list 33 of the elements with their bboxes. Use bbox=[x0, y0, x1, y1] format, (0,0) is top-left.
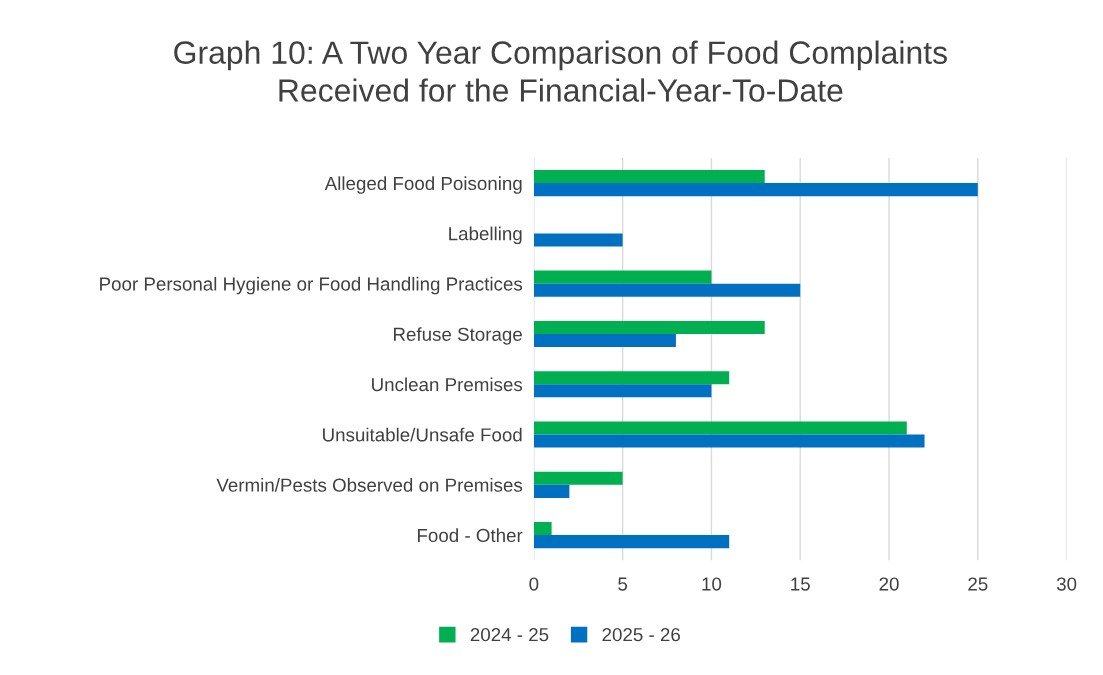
bar bbox=[533, 270, 712, 284]
bar bbox=[533, 421, 907, 435]
x-tick-label: 25 bbox=[968, 577, 988, 591]
bar bbox=[533, 484, 570, 498]
y-tick-label: Food - Other bbox=[418, 528, 523, 543]
bar bbox=[533, 371, 730, 385]
bar bbox=[533, 535, 730, 549]
bar bbox=[533, 170, 765, 184]
x-tick-label: 0 bbox=[529, 577, 539, 591]
bar bbox=[533, 283, 801, 297]
bar bbox=[533, 233, 623, 247]
x-tick-label: 10 bbox=[702, 577, 722, 591]
bar bbox=[533, 183, 978, 197]
bar bbox=[533, 522, 552, 536]
y-tick-label: Vermin/Pests Observed on Premises bbox=[216, 478, 523, 492]
bar bbox=[533, 384, 712, 398]
y-tick-label: Poor Personal Hygiene or Food Handling Practices bbox=[100, 276, 523, 295]
legend-label: 2024 - 25 bbox=[470, 628, 549, 642]
x-tick-label: 15 bbox=[791, 577, 810, 591]
x-tick-label: 30 bbox=[1056, 577, 1077, 591]
y-tick-label: Labelling bbox=[449, 226, 522, 245]
chart-title: Graph 10: A Two Year Comparison of Food Complaints Received for the Financial-Year-To-Date bbox=[174, 40, 947, 102]
y-tick-label: Unsuitable/Unsafe Food bbox=[323, 427, 522, 442]
y-tick-label: Alleged Food Poisoning bbox=[324, 176, 522, 194]
bar bbox=[533, 434, 925, 448]
bar bbox=[533, 471, 623, 485]
x-tick-label: 20 bbox=[879, 577, 899, 591]
bar bbox=[533, 320, 765, 334]
bar bbox=[533, 333, 676, 348]
x-tick-label: 5 bbox=[618, 577, 628, 591]
y-tick-label: Unclean Premises bbox=[372, 377, 523, 392]
y-tick-label: Refuse Storage bbox=[394, 327, 522, 345]
legend-label: 2025 - 26 bbox=[602, 628, 680, 642]
